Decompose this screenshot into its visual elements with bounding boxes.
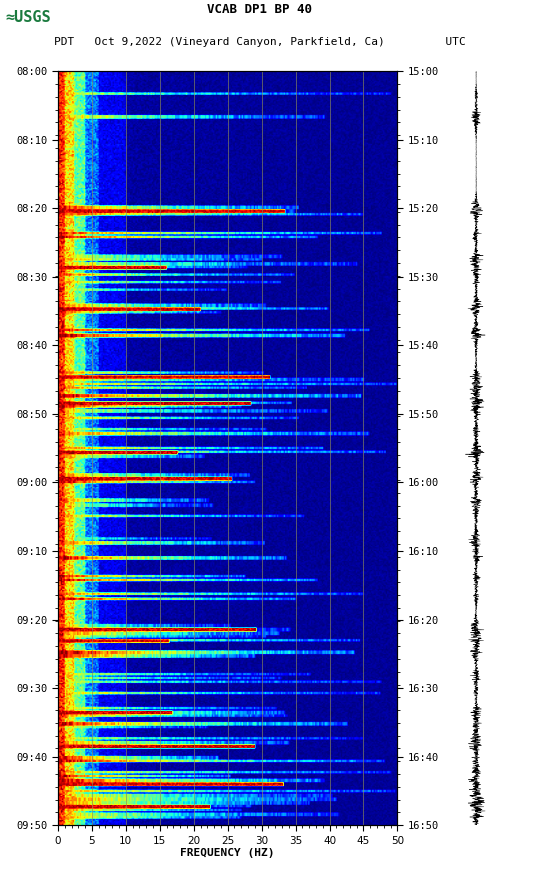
Text: ≈USGS: ≈USGS (6, 10, 51, 25)
Text: PDT   Oct 9,2022 (Vineyard Canyon, Parkfield, Ca)         UTC: PDT Oct 9,2022 (Vineyard Canyon, Parkfie… (54, 37, 465, 46)
X-axis label: FREQUENCY (HZ): FREQUENCY (HZ) (181, 848, 275, 858)
Text: VCAB DP1 BP 40: VCAB DP1 BP 40 (207, 4, 312, 16)
